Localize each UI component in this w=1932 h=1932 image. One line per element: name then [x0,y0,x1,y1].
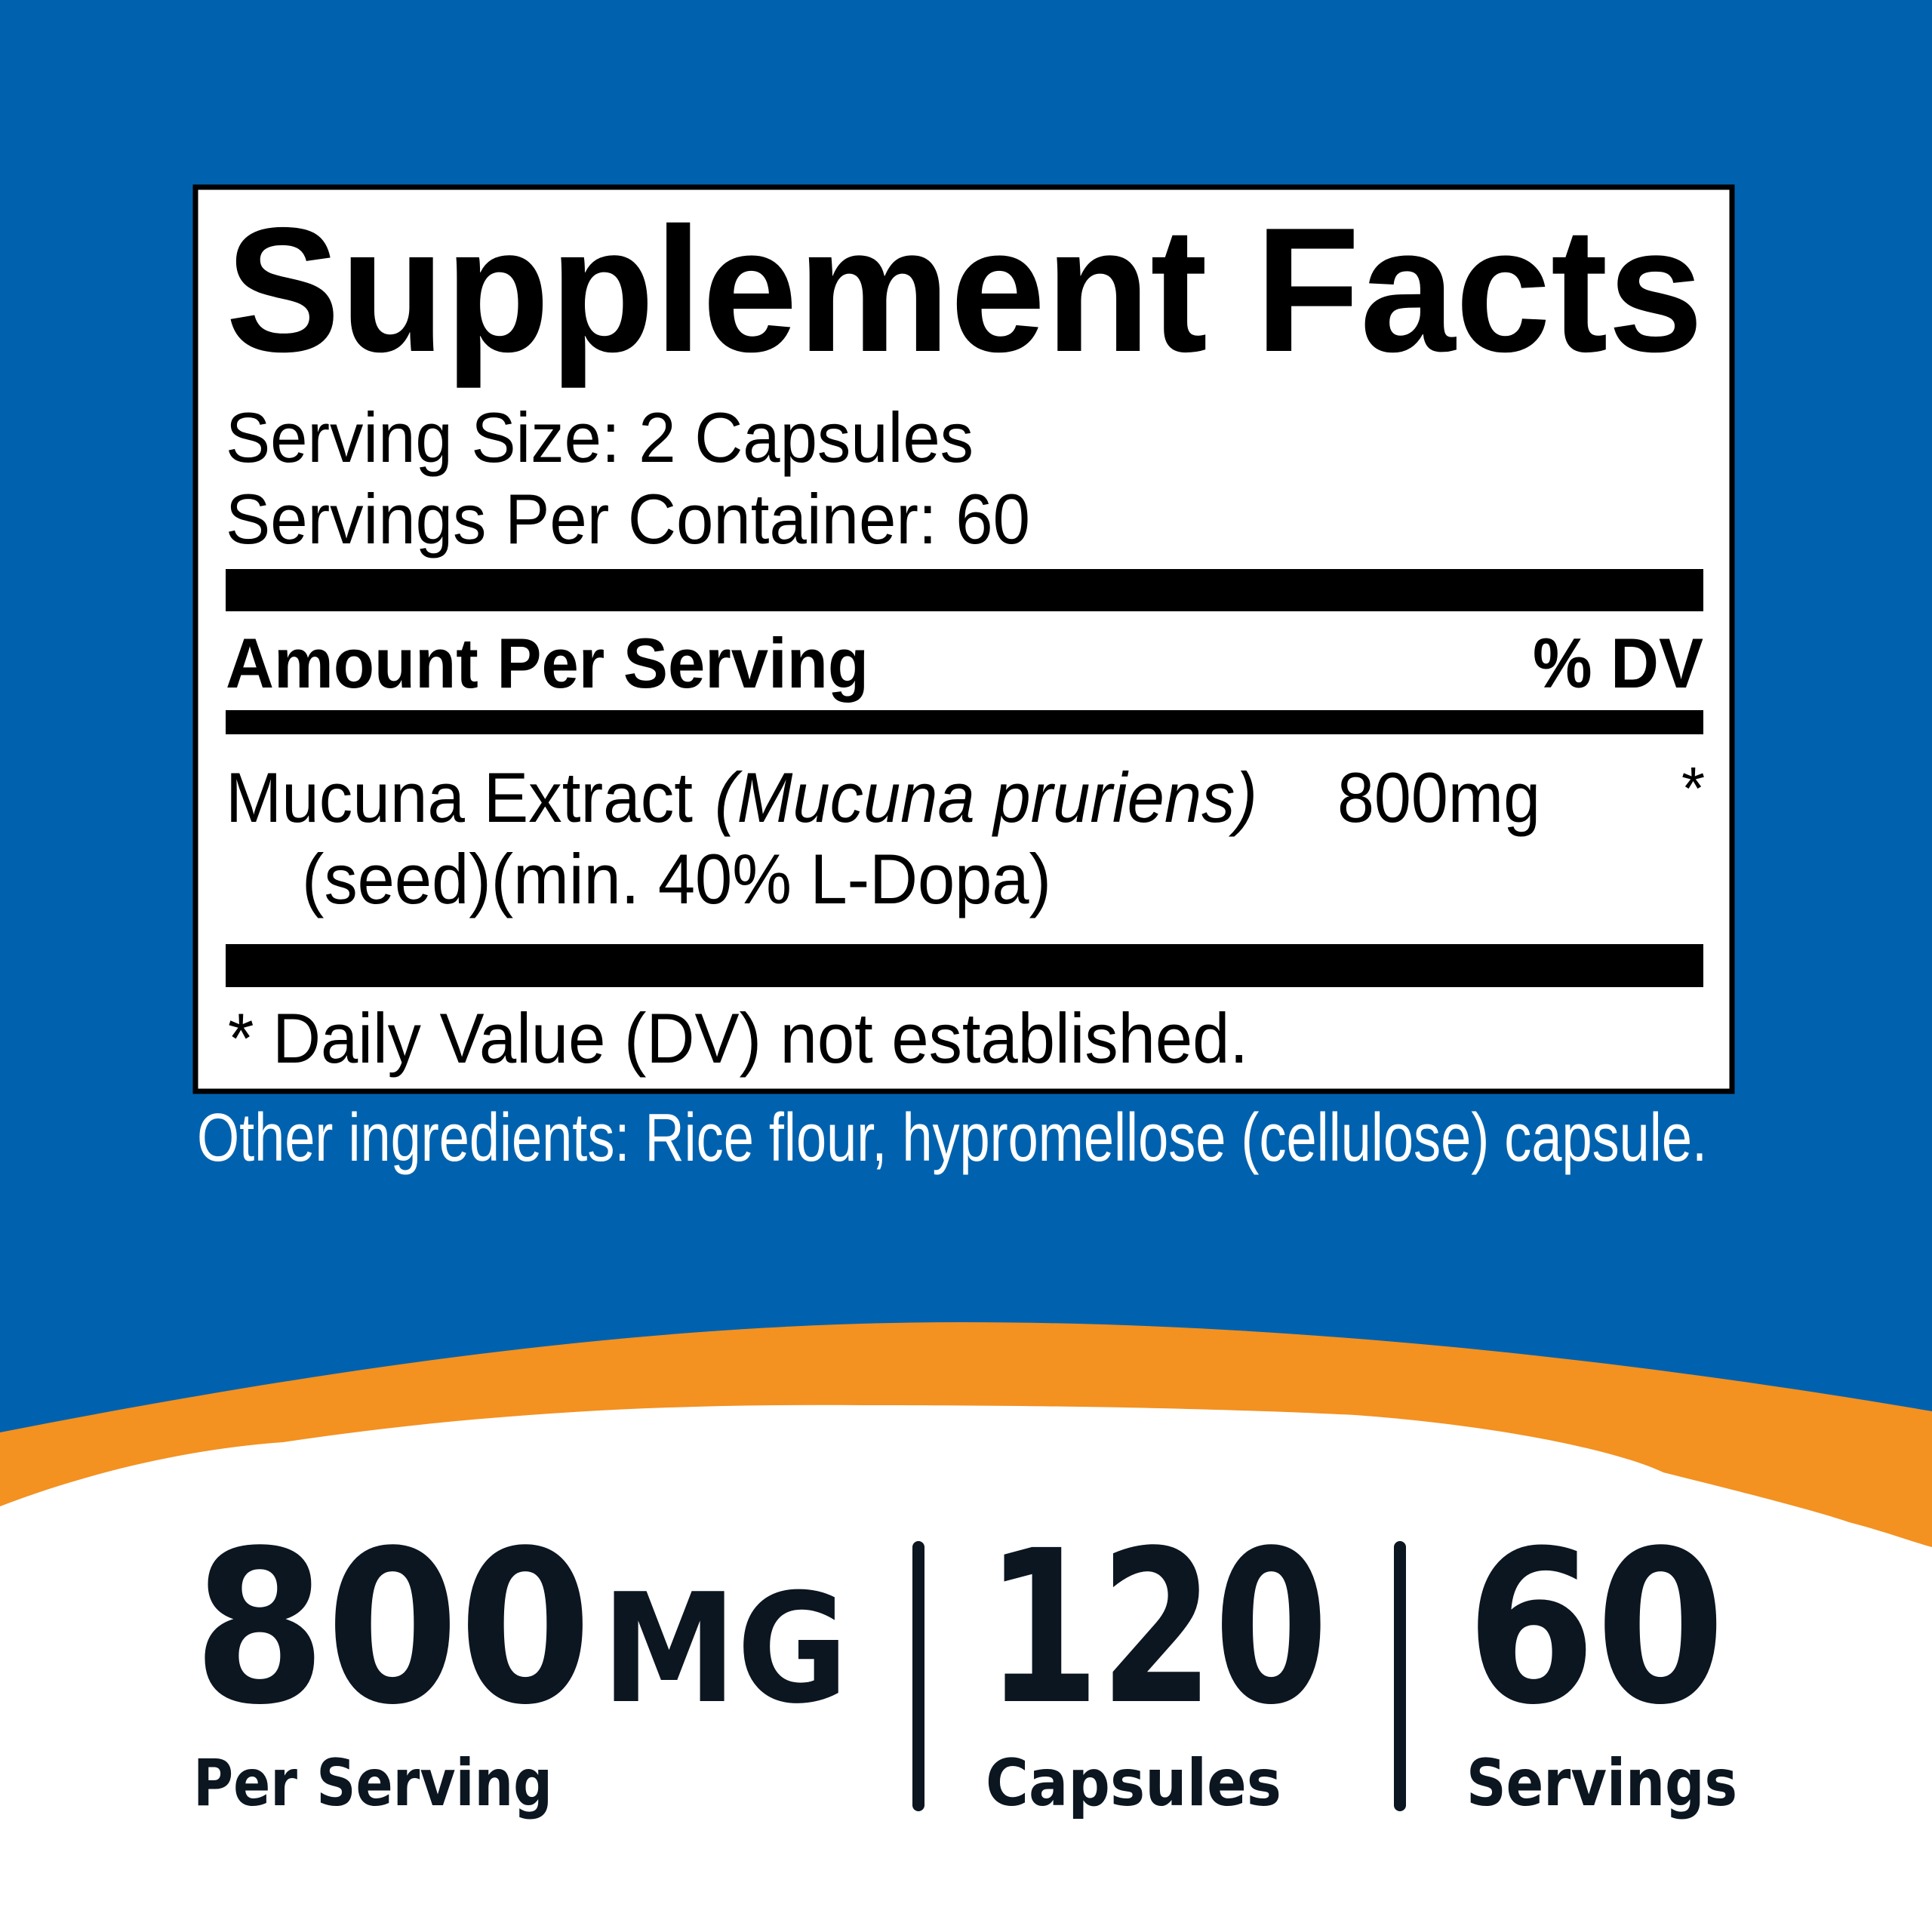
stat-value: 800 [193,1506,592,1752]
stat-label: Servings [1466,1746,1737,1821]
stat-label: Capsules [986,1746,1281,1821]
ingredient-detail: (seed)(min. 40% L-Dopa) [302,839,1051,918]
stat-label: Per Serving [193,1746,552,1821]
stat-value: 60 [1466,1506,1725,1752]
dv-header: % DV [1533,623,1703,703]
stat-capsules: 120 Capsules [986,1506,1328,1821]
panel-title: Supplement Facts [226,190,1703,389]
amount-per-serving-header: Amount Per Serving [226,623,869,703]
ingredient-dv: * [1681,755,1705,822]
stats-bar: 800 MG Per Serving 120 Capsules 60 Servi… [193,1506,1737,1821]
other-ingredients: Other ingredients: Rice flour, hypromell… [197,1100,1707,1176]
panel-box [192,184,1735,1094]
stat-unit: MG [601,1561,848,1737]
stat-servings: 60 Servings [1466,1506,1737,1821]
ingredient-latin-name: (Mucuna pruriens) [715,758,1257,837]
serving-size: Serving Size: 2 Capsules [226,398,974,477]
white-bottom-area [0,1404,1932,1932]
thick-divider-bottom [226,944,1703,987]
supplement-facts-panel: Supplement Facts Serving Size: 2 Capsule… [192,184,1735,1094]
servings-per-container: Servings Per Container: 60 [226,479,1030,558]
thick-divider [226,569,1703,611]
ingredient-name: Mucuna Extract [226,758,693,837]
ingredient-amount: 800mg [1337,758,1540,837]
daily-value-footnote: * Daily Value (DV) not established. [228,998,1248,1078]
stat-per-serving: 800 MG Per Serving [193,1506,848,1821]
medium-divider [226,710,1703,734]
stat-value: 120 [986,1506,1328,1752]
